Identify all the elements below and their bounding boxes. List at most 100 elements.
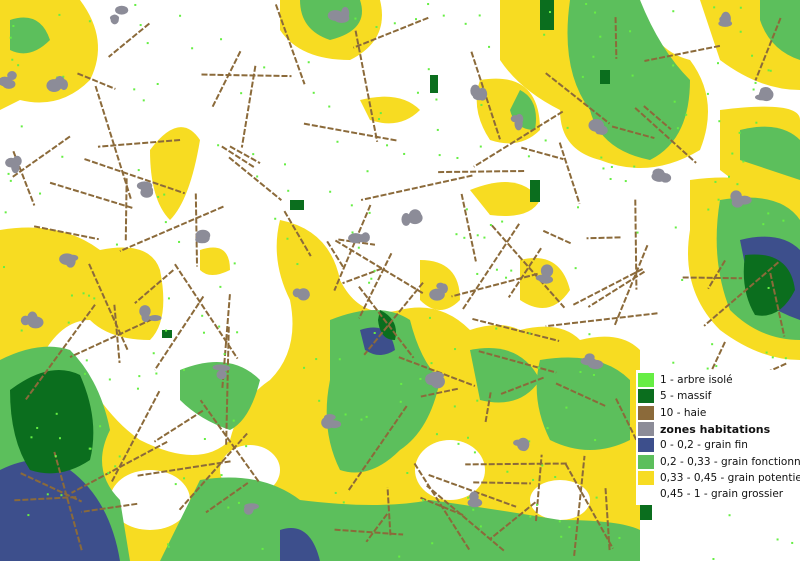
- hedge: [134, 269, 174, 304]
- isolated-tree: [465, 208, 468, 211]
- habitation: [760, 87, 772, 95]
- isolated-tree: [736, 183, 739, 186]
- isolated-tree: [368, 211, 371, 214]
- isolated-tree: [11, 58, 14, 61]
- isolated-tree: [419, 377, 422, 380]
- isolated-tree: [554, 475, 557, 478]
- hedge: [363, 281, 424, 356]
- hedge: [211, 50, 242, 108]
- isolated-tree: [118, 455, 121, 458]
- isolated-tree: [227, 506, 230, 509]
- habitation: [516, 437, 530, 451]
- hedge: [564, 463, 614, 550]
- isolated-tree: [377, 118, 380, 121]
- legend-swatch: [638, 454, 654, 469]
- isolated-tree: [219, 285, 222, 288]
- isolated-tree: [767, 212, 770, 215]
- legend-label: 0,33 - 0,45 - grain potentiel: [660, 471, 800, 484]
- hedge: [413, 462, 471, 551]
- isolated-tree: [776, 538, 779, 541]
- isolated-tree: [328, 105, 331, 108]
- habitation: [588, 359, 604, 370]
- hedge: [534, 454, 543, 522]
- habitation: [659, 173, 672, 183]
- isolated-tree: [146, 42, 149, 45]
- isolated-tree: [769, 69, 772, 72]
- isolated-tree: [427, 3, 430, 6]
- isolated-tree: [191, 47, 194, 50]
- isolated-tree: [3, 266, 5, 269]
- hedge: [81, 502, 138, 513]
- legend-item-grain-fin: 0 - 0,2 - grain fin: [638, 437, 800, 453]
- legend-swatch: [638, 438, 654, 453]
- hedge: [201, 73, 292, 78]
- legend-label: 0 - 0,2 - grain fin: [660, 439, 748, 452]
- hedge: [69, 318, 153, 359]
- habitation: [141, 311, 150, 323]
- isolated-tree: [334, 491, 337, 494]
- habitation: [65, 254, 76, 268]
- hedge: [398, 356, 476, 387]
- isolated-tree: [386, 144, 389, 147]
- isolated-tree: [220, 474, 223, 477]
- hedge: [342, 267, 383, 285]
- hedge: [613, 244, 649, 327]
- isolated-tree: [54, 455, 57, 458]
- hedge: [153, 409, 204, 443]
- isolated-tree: [155, 372, 158, 375]
- hedge: [97, 138, 181, 148]
- isolated-tree: [115, 243, 118, 246]
- hedge: [386, 487, 392, 536]
- hedge: [707, 259, 726, 290]
- isolated-tree: [354, 17, 357, 20]
- isolated-tree: [476, 234, 479, 237]
- habitation: [7, 71, 17, 81]
- hedge: [229, 145, 261, 164]
- habitation: [195, 229, 211, 241]
- habitation: [730, 190, 742, 203]
- hedge: [490, 501, 537, 540]
- hedge: [754, 17, 782, 81]
- hedge: [460, 193, 477, 262]
- isolated-tree: [203, 438, 206, 441]
- isolated-tree: [731, 152, 734, 155]
- isolated-tree: [739, 30, 742, 33]
- hedge: [153, 295, 205, 371]
- isolated-tree: [12, 24, 15, 27]
- isolated-tree: [85, 359, 88, 362]
- habitation: [510, 115, 520, 123]
- isolated-tree: [7, 172, 10, 175]
- isolated-tree: [754, 81, 757, 84]
- isolated-tree: [165, 329, 168, 332]
- hedge: [49, 181, 133, 209]
- isolated-tree: [137, 169, 140, 172]
- isolated-tree: [672, 361, 675, 364]
- isolated-tree: [464, 22, 467, 25]
- isolated-tree: [318, 399, 321, 402]
- hedge: [205, 482, 249, 514]
- isolated-tree: [592, 55, 595, 58]
- legend-swatch: [638, 373, 654, 388]
- isolated-tree: [182, 368, 185, 371]
- hedge: [14, 496, 77, 502]
- habitation: [54, 75, 66, 89]
- habitation: [216, 369, 227, 380]
- hedge: [769, 272, 786, 337]
- hedge: [108, 22, 151, 58]
- hedge: [221, 145, 255, 169]
- isolated-tree: [574, 267, 577, 270]
- isolated-tree: [728, 514, 731, 517]
- isolated-tree: [20, 125, 23, 128]
- legend-item-massif: 5 - massif: [638, 388, 800, 404]
- isolated-tree: [594, 11, 597, 14]
- hedge: [461, 223, 520, 310]
- isolated-tree: [416, 91, 419, 94]
- isolated-tree: [312, 91, 315, 94]
- habitation: [244, 503, 259, 510]
- habitation: [436, 282, 445, 290]
- isolated-tree: [88, 20, 91, 23]
- isolated-tree: [368, 281, 371, 284]
- isolated-tree: [403, 152, 406, 155]
- isolated-tree: [712, 558, 715, 560]
